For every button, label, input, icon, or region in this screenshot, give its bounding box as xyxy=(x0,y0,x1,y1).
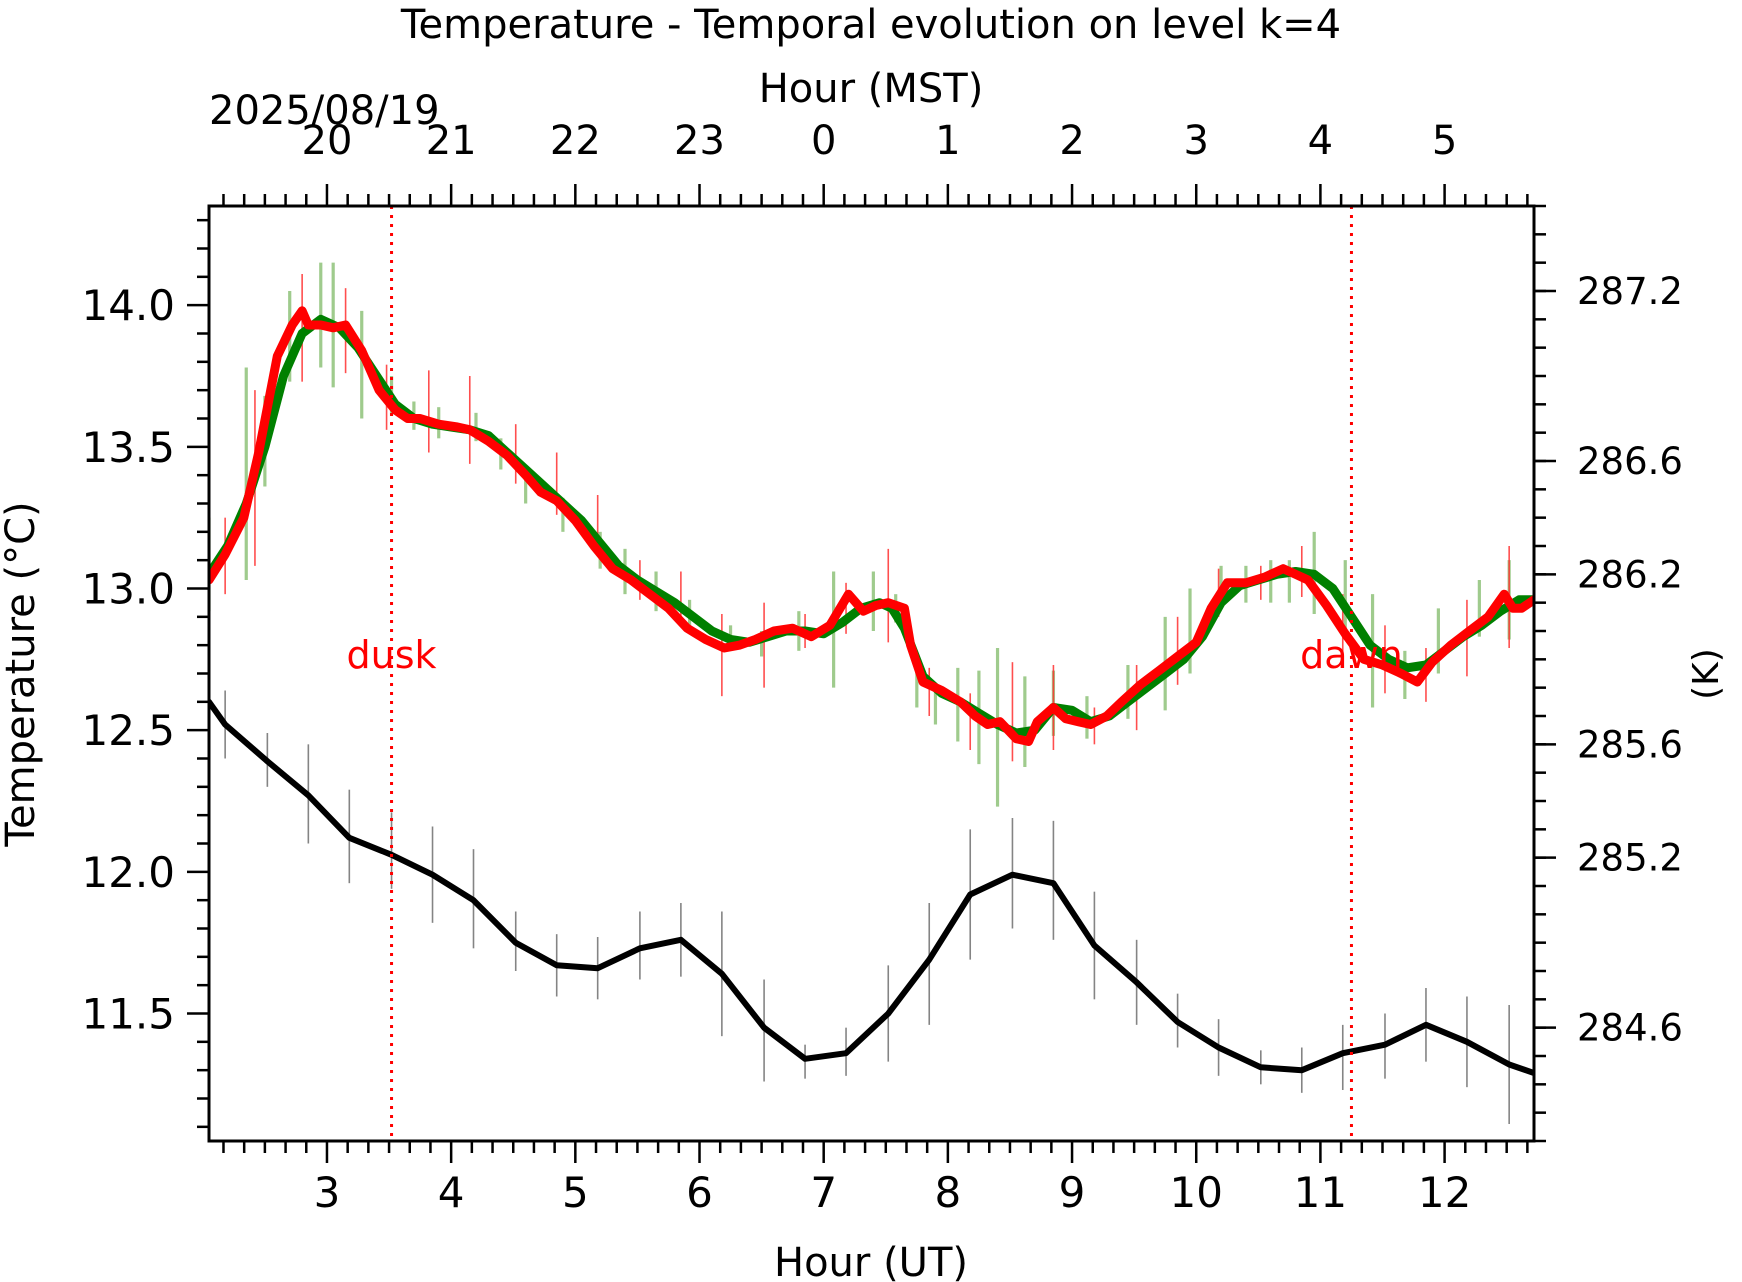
chart-title: Temperature - Temporal evolution on leve… xyxy=(400,2,1341,48)
y-tick-label: 12.5 xyxy=(81,706,175,755)
x-axis-label: Hour (UT) xyxy=(774,1240,968,1282)
x-tick-label: 6 xyxy=(686,1168,713,1217)
x-top-tick-label: 23 xyxy=(674,118,725,164)
x-top-tick-label: 20 xyxy=(302,118,353,164)
x-tick-label: 5 xyxy=(562,1168,589,1217)
x-tick-label: 10 xyxy=(1170,1168,1223,1217)
y-tick-label: 13.0 xyxy=(81,565,175,614)
x-tick-label: 11 xyxy=(1294,1168,1347,1217)
y-tick-label: 13.5 xyxy=(81,423,175,472)
x-top-tick-label: 21 xyxy=(426,118,477,164)
x-top-tick-label: 4 xyxy=(1308,118,1333,164)
y-right-tick-label: 286.2 xyxy=(1577,553,1683,596)
date-label: 2025/08/19 xyxy=(209,88,440,134)
x-top-tick-label: 2 xyxy=(1059,118,1084,164)
x-top-tick-label: 5 xyxy=(1432,118,1457,164)
marker-label-dusk: dusk xyxy=(347,633,437,677)
x-top-tick-label: 0 xyxy=(811,118,836,164)
x-tick-label: 12 xyxy=(1418,1168,1471,1217)
y-right-axis-label: (K) xyxy=(1686,648,1727,700)
x-top-tick-label: 3 xyxy=(1184,118,1209,164)
marker-label-dawn: dawn xyxy=(1300,633,1403,677)
y-tick-label: 11.5 xyxy=(81,990,175,1039)
y-right-tick-label: 286.6 xyxy=(1577,440,1683,483)
x-top-tick-label: 22 xyxy=(550,118,601,164)
x-tick-label: 9 xyxy=(1059,1168,1086,1217)
x-tick-label: 7 xyxy=(810,1168,837,1217)
y-right-tick-label: 285.2 xyxy=(1577,837,1683,880)
plot-area xyxy=(209,206,1534,1141)
x-tick-label: 8 xyxy=(935,1168,962,1217)
y-right-tick-label: 284.6 xyxy=(1577,1007,1683,1050)
y-tick-label: 12.0 xyxy=(81,848,175,897)
y-axis-label: Temperature (°C) xyxy=(0,501,44,847)
x-tick-label: 3 xyxy=(314,1168,341,1217)
x-top-tick-label: 1 xyxy=(935,118,960,164)
x-top-axis-label: Hour (MST) xyxy=(759,66,984,112)
x-tick-label: 4 xyxy=(438,1168,465,1217)
y-right-tick-label: 287.2 xyxy=(1577,270,1683,313)
y-right-tick-label: 285.6 xyxy=(1577,723,1683,766)
series-line xyxy=(209,306,1534,746)
y-tick-label: 14.0 xyxy=(81,281,175,330)
series-line xyxy=(209,698,1534,1076)
